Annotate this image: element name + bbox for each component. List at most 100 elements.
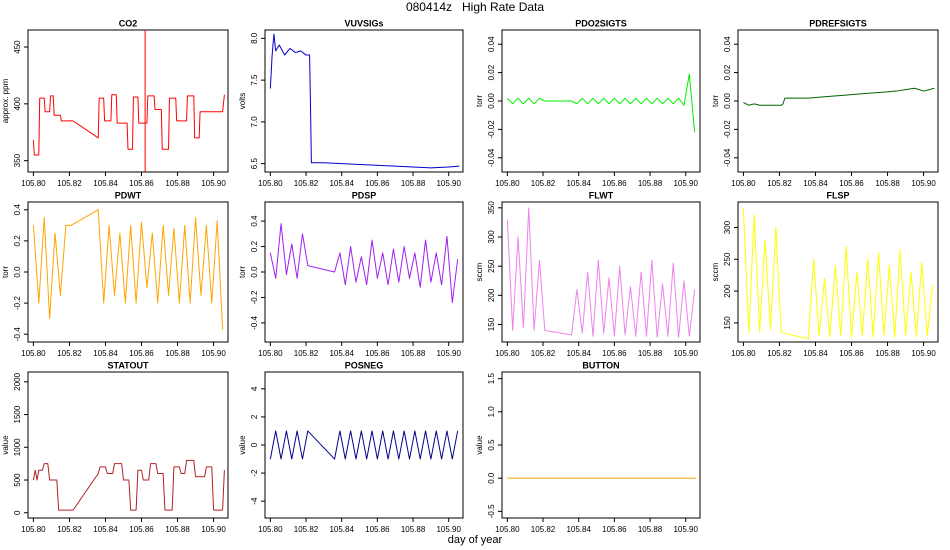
x-tick-label: 105.82 (294, 349, 319, 358)
data-line (32, 94, 225, 156)
panel-title: PDREFSIGTS (809, 18, 867, 28)
y-tick-label: 300 (487, 230, 496, 244)
x-tick-label: 105.86 (365, 349, 390, 358)
y-tick-label: -0.5 (487, 504, 496, 518)
y-tick-label: 0 (250, 442, 259, 447)
x-tick-label: 105.90 (911, 349, 936, 358)
x-tick-label: 105.82 (531, 349, 556, 358)
y-tick-label: -0.02 (487, 120, 496, 139)
y-tick-label: 8.0 (250, 32, 259, 44)
plot-frame (264, 29, 464, 173)
x-tick-label: 105.88 (875, 179, 900, 188)
y-tick-label: 0.04 (487, 36, 496, 52)
y-axis-label: torr (711, 95, 720, 107)
y-tick-label: 0.5 (487, 439, 496, 451)
panel-title: FLSP (826, 190, 849, 200)
data-line (742, 208, 934, 340)
x-tick-label: 105.88 (401, 525, 426, 534)
panel-title: PDO2SIGTS (575, 18, 627, 28)
x-tick-label: 105.86 (365, 179, 390, 188)
x-tick-label: 105.84 (566, 525, 591, 534)
panel-title: PDWT (115, 190, 142, 200)
x-tick-label: 105.88 (401, 179, 426, 188)
y-tick-label: 1500 (13, 405, 22, 423)
y-axis-label: torr (238, 266, 247, 278)
x-tick-label: 105.90 (201, 349, 226, 358)
y-tick-label: 200 (723, 284, 732, 298)
y-tick-label: 400 (13, 97, 22, 111)
y-tick-label: -0.4 (250, 315, 259, 329)
y-tick-label: 0.2 (250, 240, 259, 252)
page-title: 080414z High Rate Data (406, 0, 544, 14)
y-tick-label: 7.5 (250, 74, 259, 86)
y-tick-label: 0.00 (723, 93, 732, 109)
y-axis-label: value (238, 435, 247, 455)
x-tick-label: 105.84 (803, 179, 828, 188)
x-tick-label: 105.86 (839, 179, 864, 188)
data-line (743, 87, 935, 106)
x-tick-label: 105.88 (165, 525, 190, 534)
y-tick-label: 2000 (13, 372, 22, 390)
data-line (506, 73, 696, 133)
data-line (269, 223, 459, 304)
x-tick-label: 105.88 (165, 349, 190, 358)
x-tick-label: 105.88 (401, 349, 426, 358)
y-tick-label: -0.2 (13, 296, 22, 310)
x-tick-label: 105.88 (875, 349, 900, 358)
y-tick-label: -0.04 (487, 148, 496, 167)
plot-frame (27, 29, 229, 173)
x-tick-label: 105.84 (329, 525, 354, 534)
x-tick-label: 105.86 (365, 525, 390, 534)
plot-frame (501, 201, 701, 343)
x-tick-label: 105.86 (602, 179, 627, 188)
x-tick-label: 105.84 (803, 349, 828, 358)
x-tick-label: 105.80 (731, 179, 756, 188)
x-tick-label: 105.90 (436, 179, 461, 188)
y-tick-label: 0.4 (13, 204, 22, 216)
x-tick-label: 105.82 (294, 525, 319, 534)
y-tick-label: 150 (487, 317, 496, 331)
x-tick-label: 105.82 (57, 349, 82, 358)
x-tick-label: 105.84 (329, 349, 354, 358)
data-line (269, 33, 460, 169)
x-tick-label: 105.86 (129, 179, 154, 188)
x-tick-label: 105.88 (638, 525, 663, 534)
y-axis-label: sccm (711, 262, 720, 281)
x-tick-label: 105.82 (57, 179, 82, 188)
x-tick-label: 105.80 (258, 525, 283, 534)
y-tick-label: -0.4 (13, 327, 22, 341)
y-tick-label: 350 (13, 153, 22, 167)
y-tick-label: 2 (250, 414, 259, 419)
y-tick-label: 0.04 (723, 36, 732, 52)
y-tick-label: 250 (723, 252, 732, 266)
y-tick-label: 450 (13, 40, 22, 54)
x-tick-label: 105.84 (93, 349, 118, 358)
x-tick-label: 105.84 (93, 179, 118, 188)
panel-title: CO2 (119, 18, 138, 28)
y-tick-label: 6.5 (250, 158, 259, 170)
y-tick-label: 300 (723, 220, 732, 234)
y-axis-label: approx. ppm (1, 78, 10, 123)
x-tick-label: 105.90 (436, 525, 461, 534)
x-tick-label: 105.88 (638, 349, 663, 358)
x-tick-label: 105.90 (911, 179, 936, 188)
y-axis-label: value (1, 435, 10, 455)
plot-frame (737, 201, 939, 343)
x-tick-label: 105.82 (531, 525, 556, 534)
x-tick-label: 105.88 (638, 179, 663, 188)
y-axis-label: torr (475, 95, 484, 107)
y-tick-label: 0.0 (13, 266, 22, 278)
x-tick-label: 105.84 (566, 179, 591, 188)
x-tick-label: 105.80 (495, 179, 520, 188)
data-line (32, 459, 225, 511)
y-tick-label: 0.0 (250, 266, 259, 278)
y-tick-label: -4 (250, 497, 259, 505)
y-tick-label: 0.02 (487, 64, 496, 80)
x-tick-label: 105.80 (731, 349, 756, 358)
x-tick-label: 105.90 (673, 179, 698, 188)
y-tick-label: 500 (13, 473, 22, 487)
x-tick-label: 105.80 (258, 349, 283, 358)
x-tick-label: 105.86 (602, 525, 627, 534)
y-tick-label: 1.5 (487, 373, 496, 385)
